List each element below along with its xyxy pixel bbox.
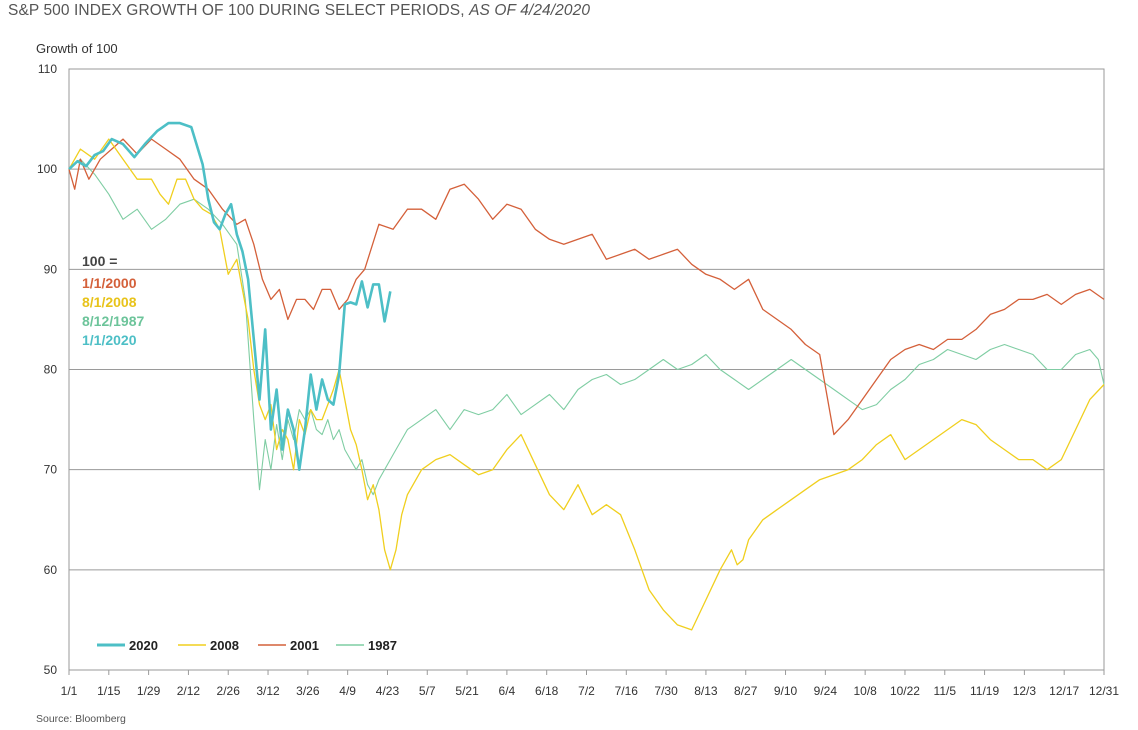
x-tick-1-15: 1/15 bbox=[97, 684, 121, 698]
x-tick-3-12: 3/12 bbox=[256, 684, 280, 698]
y-tick-80: 80 bbox=[44, 363, 58, 377]
x-tick-10-8: 10/8 bbox=[853, 684, 877, 698]
x-tick-1-29: 1/29 bbox=[137, 684, 161, 698]
x-tick-12-3: 12/3 bbox=[1013, 684, 1037, 698]
x-tick-7-30: 7/30 bbox=[654, 684, 678, 698]
x-tick-4-23: 4/23 bbox=[376, 684, 400, 698]
chart-title: S&P 500 INDEX GROWTH OF 100 DURING SELEC… bbox=[8, 2, 590, 20]
x-tick-5-21: 5/21 bbox=[455, 684, 479, 698]
annotation-line-3: 1/1/2020 bbox=[82, 332, 137, 348]
y-tick-110: 110 bbox=[38, 62, 57, 76]
legend-label-2001: 2001 bbox=[290, 638, 319, 653]
x-tick-10-22: 10/22 bbox=[890, 684, 920, 698]
legend-label-2020: 2020 bbox=[129, 638, 158, 653]
x-tick-6-4: 6/4 bbox=[499, 684, 516, 698]
y-tick-100: 100 bbox=[37, 162, 57, 176]
x-tick-12-17: 12/17 bbox=[1049, 684, 1079, 698]
x-tick-12-31: 12/31 bbox=[1089, 684, 1119, 698]
y-axis-label: Growth of 100 bbox=[36, 41, 118, 56]
series-line-1987 bbox=[68, 158, 1105, 496]
x-tick-2-12: 2/12 bbox=[177, 684, 201, 698]
series-line-2020 bbox=[68, 121, 392, 471]
x-tick-4-9: 4/9 bbox=[339, 684, 356, 698]
annotation-line-0: 1/1/2000 bbox=[82, 275, 137, 291]
source-note: Source: Bloomberg bbox=[36, 713, 126, 725]
annotation-line-2: 8/12/1987 bbox=[82, 313, 144, 329]
x-tick-8-27: 8/27 bbox=[734, 684, 758, 698]
series-line-2001 bbox=[68, 138, 1105, 436]
line-chart: 50 60 70 80 90 100 110 1/1 1/15 1/29 2/12 2/26 3/12 3… bbox=[37, 62, 1119, 698]
chart-title-main: S&P 500 INDEX GROWTH OF 100 DURING SELEC… bbox=[8, 2, 465, 19]
y-tick-70: 70 bbox=[44, 463, 58, 477]
legend-label-2008: 2008 bbox=[210, 638, 239, 653]
annotation-header: 100 = bbox=[82, 253, 117, 269]
x-tick-9-24: 9/24 bbox=[814, 684, 838, 698]
x-tick-6-18: 6/18 bbox=[535, 684, 559, 698]
y-tick-50: 50 bbox=[44, 663, 58, 677]
annotation-line-1: 8/1/2008 bbox=[82, 294, 137, 310]
y-tick-60: 60 bbox=[44, 563, 58, 577]
series-line-2008 bbox=[68, 138, 1105, 631]
x-tick-11-19: 11/19 bbox=[970, 684, 999, 698]
x-tick-1-1: 1/1 bbox=[61, 684, 78, 698]
chart-title-date: AS OF 4/24/2020 bbox=[469, 2, 591, 19]
legend-label-1987: 1987 bbox=[368, 638, 397, 653]
x-tick-2-26: 2/26 bbox=[217, 684, 241, 698]
x-tick-3-26: 3/26 bbox=[296, 684, 320, 698]
x-tick-8-13: 8/13 bbox=[694, 684, 718, 698]
y-tick-90: 90 bbox=[44, 262, 58, 276]
x-tick-7-16: 7/16 bbox=[615, 684, 639, 698]
x-tick-5-7: 5/7 bbox=[419, 684, 436, 698]
x-tick-7-2: 7/2 bbox=[578, 684, 595, 698]
x-tick-11-5: 11/5 bbox=[934, 684, 957, 698]
x-tick-9-10: 9/10 bbox=[774, 684, 798, 698]
